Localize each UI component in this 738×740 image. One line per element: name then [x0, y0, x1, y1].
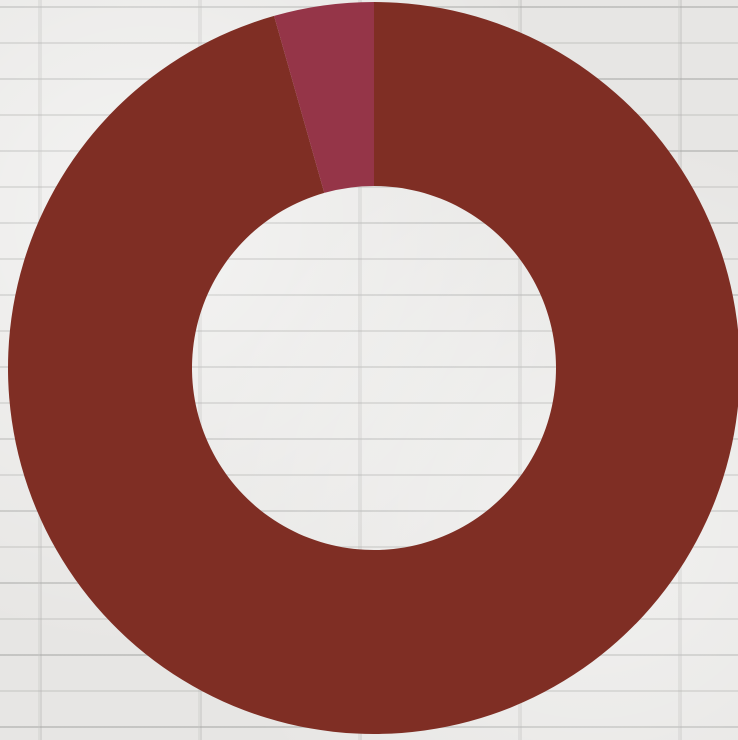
donut-slice-2 — [274, 2, 374, 193]
donut-slice-1 — [8, 2, 738, 734]
